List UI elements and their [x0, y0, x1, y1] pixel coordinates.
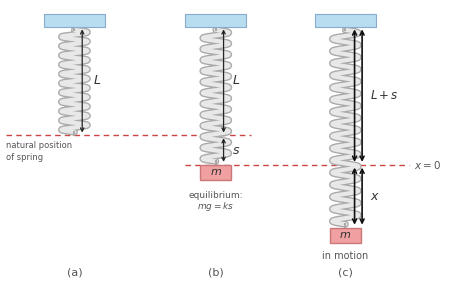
Bar — [315, 14, 376, 27]
Text: $s$: $s$ — [232, 144, 240, 157]
Text: in motion: in motion — [322, 251, 368, 261]
Text: $m$: $m$ — [210, 168, 222, 177]
Text: (a): (a) — [67, 267, 82, 277]
Text: natural position
of spring: natural position of spring — [6, 141, 72, 162]
Text: (b): (b) — [208, 267, 224, 277]
Bar — [185, 14, 246, 27]
Text: $x$: $x$ — [370, 190, 380, 203]
Text: $mg = ks$: $mg = ks$ — [197, 200, 235, 213]
Text: $x = 0$: $x = 0$ — [414, 159, 441, 171]
Bar — [330, 228, 361, 243]
Text: $m$: $m$ — [339, 230, 351, 240]
Text: $L$: $L$ — [232, 74, 240, 87]
Text: equilibrium:: equilibrium: — [189, 191, 243, 200]
Text: $L + s$: $L + s$ — [370, 89, 399, 102]
Bar — [201, 165, 231, 180]
Bar — [44, 14, 105, 27]
Text: (c): (c) — [338, 267, 353, 277]
Text: $L$: $L$ — [92, 74, 101, 87]
